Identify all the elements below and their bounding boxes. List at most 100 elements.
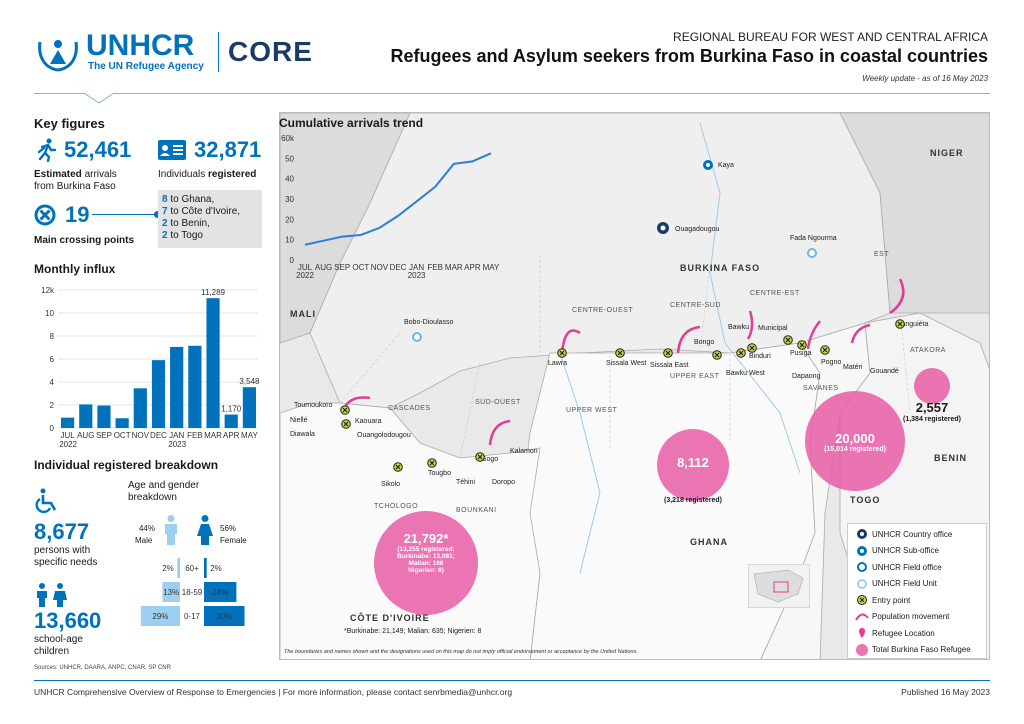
region-label: TCHOLOGO [374,503,419,510]
male-pct-label: 2% [162,564,174,573]
region-label: BOUNKANI [456,507,497,514]
country-label: MALI [290,309,316,319]
y-tick-label: 2 [50,401,55,410]
crossing-connector-dot [154,211,161,218]
entry-point-icon [895,319,905,329]
place-label: Bawku West [726,370,765,377]
arrivals-value: 52,461 [64,137,132,162]
laurel-icon [38,40,78,72]
region-label: UPPER EAST [670,373,720,380]
region-boundaries [339,253,911,459]
footer-right: Published 16 May 2023 [901,687,990,697]
legend-item: Entry point [852,592,982,609]
entry-point-icon [736,348,746,358]
crossing-breakdown-list: 8 to Ghana, 7 to Côte d'Ivoire, 2 to Benin… [162,194,258,242]
entry-point-icon [712,350,722,360]
crossing-item-label: to Côte d'Ivoire, [167,206,241,217]
legend-item: Total Burkina Faso Refugee [852,642,982,659]
y-tick-label: 20 [285,215,294,224]
mali-area [280,113,411,344]
ghana-bubble-sub: (3,218 registered) [664,497,722,504]
arrivals-label-text2: from Burkina Faso [34,181,116,192]
header-divider [34,93,990,94]
map-disclaimer: The boundaries and names shown and the d… [284,649,638,655]
crossing-item: 2 to Benin, [162,218,258,230]
logo-subtitle: The UN Refugee Agency [88,61,204,72]
legend-label: UNHCR Field Unit [872,579,937,589]
place-label: Kalamon [510,448,538,455]
civ-bubble-value: 21,792* [403,531,449,546]
y-tick-label: 12k [41,286,55,295]
civ-bubble-sub1: (13,255 registered: [397,546,455,553]
male-pct-label: 13% [163,588,179,597]
legend-item: UNHCR Field Unit [852,576,982,593]
registered-value: 32,871 [194,137,262,162]
y-tick-label: 50 [285,154,294,163]
arrivals-label: Estimated arrivals from Burkina Faso [34,169,164,193]
x-tick-label: OCT [114,431,131,440]
x-tick-label: APR [464,263,481,272]
arrivals-label-bold: Estimated [34,169,82,180]
place-label: Fada Ngourma [790,235,837,242]
entry-point-icon [663,348,673,358]
niger-area [839,113,989,314]
legend-item: Refugee Location [852,625,982,642]
x-tick-label: SEP [96,431,112,440]
legend-rows: UNHCR Country office UNHCR Sub-office UNHC… [852,526,982,658]
bobo-field-unit-icon [412,332,422,342]
crossing-item: 2 to Togo [162,230,258,242]
kaya-office-icon [703,160,713,170]
place-label: Bawku [728,324,750,331]
trend-line [304,152,492,246]
place-label: Téhini [456,479,476,486]
region-label: EST [874,251,890,258]
place-label: Gouandé [870,368,899,375]
country-label: GHANA [690,537,728,547]
refugee-location-icon [852,626,872,640]
male-pct: 44% [137,524,155,533]
place-label: Bongo [694,339,715,346]
x-tick-label: JAN [409,263,424,272]
place-label: Municipal [758,325,788,332]
year-label: 2022 [296,271,314,278]
monthly-influx-chart: 0 2 4 6 8 10 12k JUL AUG SEP OCT NOV DEC JAN FEB MAR 11,… [41,286,260,449]
map-canvas [280,113,989,659]
place-label: Kaya [718,162,734,169]
crossing-point-icon [34,204,56,226]
bar [97,405,111,428]
togo-bubble [805,391,905,491]
monthly-influx-title: Monthly influx [34,262,116,276]
y-tick-label: 60k [281,134,295,143]
region-label: CASCADES [388,405,431,412]
age-group-label: 18-59 [182,588,203,597]
fada-field-unit-icon [807,248,817,258]
entry-point-icon [427,458,437,468]
age-gender-title: Age and gender breakdown [128,480,200,503]
map-panel: NIGER MALI BURKINA FASO GHANA BENIN TOGO CÔTE … [279,112,990,660]
male-bar [162,582,180,602]
female-icon [197,515,213,545]
registered-label-text: Individuals [158,169,209,180]
civ-bubble [374,511,478,615]
place-label: Bobo-Dioulasso [404,319,454,326]
benin-bubble-sub: (1,384 registered) [903,416,961,423]
y-tick-label: 30 [285,195,294,204]
place-label: Gogo [481,456,499,463]
legend-label: UNHCR Field office [872,562,942,572]
school-value: 13,660 [34,608,102,633]
crossing-item-count: 2 [162,218,168,229]
male-pct-value: 44% [138,524,155,533]
sub-office-icon [852,544,872,558]
x-tick-label: DEC [390,263,407,272]
core-logo: CORE [228,36,313,67]
entry-point-icon [852,593,872,607]
region-label: CENTRE-SUD [670,302,721,309]
crossing-label: Main crossing points [34,235,135,246]
legend-label: UNHCR Country office [872,529,953,539]
ouagadougou-office-icon [657,222,669,234]
year-label: 2023 [168,440,186,449]
country-label: BURKINA FASO [680,263,761,273]
female-pct: 56% [220,524,237,533]
